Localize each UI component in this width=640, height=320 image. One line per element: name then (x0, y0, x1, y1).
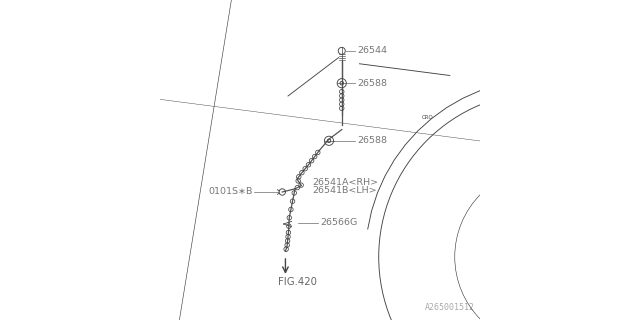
Text: FIG.420: FIG.420 (278, 276, 317, 287)
Text: 26541A<RH>: 26541A<RH> (312, 178, 378, 187)
Text: 26588: 26588 (357, 136, 387, 145)
Text: 26544: 26544 (357, 46, 387, 55)
Text: 26541B<LH>: 26541B<LH> (312, 186, 376, 195)
Text: A265001512: A265001512 (425, 303, 475, 312)
Text: 26588: 26588 (357, 79, 387, 88)
Text: CRO: CRO (422, 115, 433, 120)
Text: 26566G: 26566G (320, 218, 357, 227)
Text: 0101S∗B: 0101S∗B (209, 188, 253, 196)
